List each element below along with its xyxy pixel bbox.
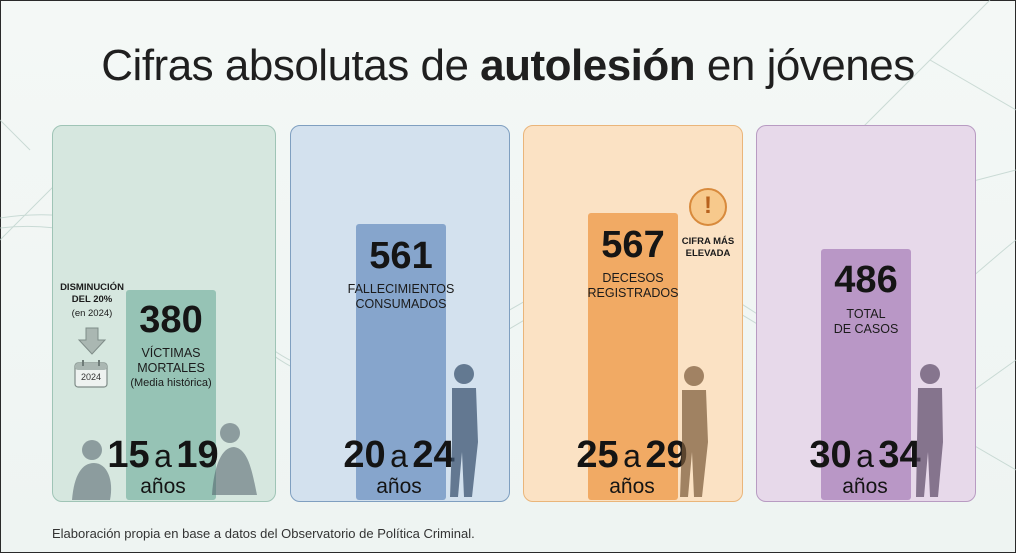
age-unit-30-34: años [842,475,888,498]
person-silhouette-25-29 [680,366,708,497]
age-range-25-29: 25 a 29 [576,434,688,476]
bar-value-15-19: 380 [139,299,203,341]
calendar-year: 2024 [80,372,102,382]
bar-20-24 [356,224,446,500]
person-silhouette-20-24 [450,364,478,497]
age-range-30-34: 30 a 34 [809,434,921,476]
bar-15-19 [126,290,216,500]
bar-label-15-19: VÍCTIMAS MORTALES (Media histórica) [130,346,212,389]
bar-label-30-34: TOTAL DE CASOS [833,307,899,336]
source-footer: Elaboración propia en base a datos del O… [52,526,475,541]
person-silhouette-30-34 [916,364,943,497]
bar-label-25-29: DECESOS REGISTRADOS [587,271,679,300]
bar-value-20-24: 561 [369,235,433,277]
age-range-15-19: 15 a 19 [107,434,219,476]
alert-symbol: ! [704,192,712,219]
page-title: Cifras absolutas de autolesión en jóvene… [101,41,915,90]
age-unit-25-29: años [609,475,655,498]
bar-label-20-24: FALLECIMIENTOS CONSUMADOS [347,282,455,311]
alert-icon [689,188,727,226]
down-arrow-icon [77,327,107,355]
bar-25-29 [588,213,678,500]
age-unit-15-19: años [140,475,186,498]
bar-value-25-29: 567 [601,224,665,266]
age-range-20-24: 20 a 24 [343,434,455,476]
bar-value-30-34: 486 [834,259,898,301]
age-unit-20-24: años [376,475,422,498]
decrease-annotation: DISMINUCIÓN DEL 20% [60,282,124,305]
decrease-note: (en 2024) [71,308,113,319]
highest-note: CIFRA MÁS ELEVADA [681,236,735,259]
bar-30-34 [821,249,911,500]
calendar-icon: 2024 [74,360,108,388]
person-silhouettes-15-19 [72,423,257,500]
